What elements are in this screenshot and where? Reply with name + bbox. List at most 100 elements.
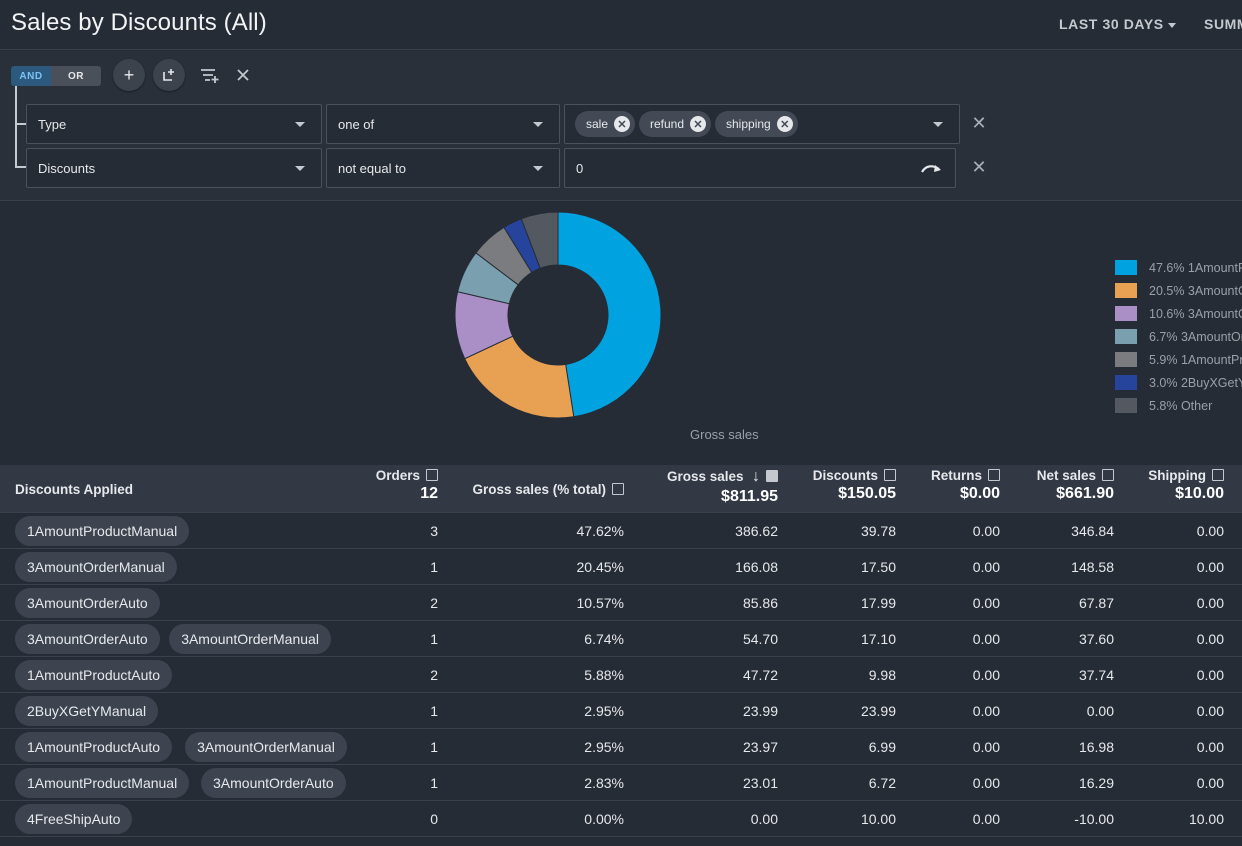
discount-pill[interactable]: 4FreeShipAuto: [15, 804, 133, 834]
table-row[interactable]: 3AmountOrderAuto 3AmountOrderManual 1 6.74%…: [0, 621, 1242, 657]
discount-pill[interactable]: 3AmountOrderAuto: [201, 768, 346, 798]
dropdown-arrow-icon: [533, 122, 543, 127]
clear-filters-button[interactable]: [232, 64, 254, 86]
table-row[interactable]: 1AmountProductAuto 3AmountOrderManual 1 2.9…: [0, 729, 1242, 765]
chip-shipping: shipping ✕: [715, 111, 798, 137]
filter-list-icon: [201, 69, 219, 83]
table-cell: 0.00: [972, 631, 1000, 647]
chip-refund: refund ✕: [639, 111, 712, 137]
table-row[interactable]: 2BuyXGetYManual 1 2.95% 23.99 23.99 0.00 0.00 0…: [0, 693, 1242, 729]
remove-filter-row-button[interactable]: ✕: [969, 113, 989, 133]
discount-pill[interactable]: 3AmountOrderManual: [15, 552, 177, 582]
filter-operator-select-discounts[interactable]: not equal to: [326, 148, 560, 188]
add-filter-button[interactable]: +: [113, 59, 145, 91]
column-header-returns[interactable]: Returns $0.00: [931, 468, 1000, 503]
discount-pill[interactable]: 3AmountOrderAuto: [15, 588, 160, 618]
remove-chip-icon[interactable]: ✕: [776, 116, 793, 132]
column-header-discounts-applied[interactable]: Discounts Applied: [15, 482, 134, 497]
table-row[interactable]: 1AmountProductAuto 2 5.88% 47.72 9.98 0.00 37.…: [0, 657, 1242, 693]
column-header-shipping[interactable]: Shipping $10.00: [1148, 468, 1224, 503]
legend-item[interactable]: 5.8% Other: [1115, 394, 1242, 417]
table-cell: 17.50: [860, 559, 896, 575]
table-row[interactable]: 4FreeShipAuto 0 0.00% 0.00 10.00 0.00 -10.00 10…: [0, 801, 1242, 837]
discount-pill[interactable]: 1AmountProductManual: [15, 516, 190, 546]
column-toggle-checkbox[interactable]: [612, 483, 624, 495]
filter-add-button[interactable]: [199, 64, 221, 86]
table-row[interactable]: 1AmountProductManual 3AmountOrderAuto 1 2.8…: [0, 765, 1242, 801]
summary-tab[interactable]: SUMM: [1204, 16, 1242, 32]
remove-filter-row-button[interactable]: ✕: [969, 157, 989, 177]
discount-pill[interactable]: 3AmountOrderManual: [185, 732, 347, 762]
column-label: Returns: [930, 468, 982, 483]
column-header-orders[interactable]: Orders 12: [376, 468, 438, 503]
table-row[interactable]: 1AmountProductManual 3 47.62% 386.62 39.78 0.…: [0, 513, 1242, 549]
discount-pill[interactable]: 3AmountOrderAuto: [15, 624, 160, 654]
dropdown-arrow-icon: [295, 166, 305, 171]
column-toggle-checkbox[interactable]: [1212, 469, 1224, 481]
discount-pill[interactable]: 1AmountProductAuto: [15, 660, 173, 690]
table-cell: 6.72: [868, 775, 896, 791]
legend-swatch: [1115, 352, 1137, 367]
table-cell: 5.88%: [584, 667, 624, 683]
discount-pill[interactable]: 2BuyXGetYManual: [15, 696, 159, 726]
table-row[interactable]: 3AmountOrderAuto 2 10.57% 85.86 17.99 0.00 67.…: [0, 585, 1242, 621]
chart-area: Gross sales 47.6% 1AmountProductManual 20…: [0, 202, 1242, 464]
column-toggle-checkbox[interactable]: [766, 470, 778, 482]
column-header-discounts[interactable]: Discounts $150.05: [813, 468, 896, 503]
filter-values-multiselect[interactable]: sale ✕ refund ✕ shipping ✕: [564, 104, 960, 144]
table-row[interactable]: 3AmountOrderManual 1 20.45% 166.08 17.50 0.00…: [0, 549, 1242, 585]
caret-down-icon: [1167, 22, 1176, 28]
legend-item[interactable]: 20.5% 3AmountOrderManual: [1115, 279, 1242, 302]
page-title: Sales by Discounts (All): [11, 9, 267, 36]
pie-slice[interactable]: [557, 211, 662, 418]
table-cell: 37.60: [1078, 631, 1114, 647]
column-label: Net sales: [1036, 468, 1096, 483]
discount-pill[interactable]: 3AmountOrderManual: [169, 624, 331, 654]
table-cell: 2: [430, 595, 438, 611]
redo-icon[interactable]: [921, 162, 943, 174]
column-header-net-sales[interactable]: Net sales $661.90: [1037, 468, 1114, 503]
remove-chip-icon[interactable]: ✕: [614, 116, 631, 132]
filter-value-input[interactable]: 0: [564, 148, 956, 188]
table-cell: 0.00: [1196, 595, 1224, 611]
legend-item[interactable]: 5.9% 1AmountProductAuto: [1115, 348, 1242, 371]
discount-pill[interactable]: 1AmountProductAuto: [15, 732, 173, 762]
plus-icon: +: [123, 64, 135, 85]
table-cell: 1: [430, 739, 438, 755]
legend-item[interactable]: 6.7% 3AmountOrderAuto 3AmountOrderManual: [1115, 325, 1242, 348]
table-cell: 0.00: [972, 811, 1000, 827]
legend-item[interactable]: 3.0% 2BuyXGetYManual: [1115, 371, 1242, 394]
table-cell: 10.00: [1188, 811, 1224, 827]
remove-chip-icon[interactable]: ✕: [690, 116, 707, 132]
date-range-dropdown[interactable]: LAST 30 DAYS: [1059, 16, 1176, 32]
and-option[interactable]: AND: [11, 66, 51, 86]
table-cell: 17.10: [860, 631, 896, 647]
column-toggle-checkbox[interactable]: [988, 469, 1000, 481]
discount-pill[interactable]: 1AmountProductManual: [15, 768, 190, 798]
legend-item[interactable]: 10.6% 3AmountOrderAuto: [1115, 302, 1242, 325]
pie-slice[interactable]: [464, 335, 575, 419]
table-cell: 0.00: [1196, 775, 1224, 791]
column-header-gross-sales-total[interactable]: Gross sales (% total): [472, 482, 624, 497]
table-cell: 23.99: [860, 703, 896, 719]
table-cell: 0.00: [972, 667, 1000, 683]
legend-label: 47.6% 1AmountProductManual: [1149, 260, 1242, 275]
and-or-toggle[interactable]: AND OR: [11, 66, 101, 86]
table-cell: 2.83%: [584, 775, 624, 791]
column-toggle-checkbox[interactable]: [884, 469, 896, 481]
table-cell: 85.86: [742, 595, 778, 611]
filter-field-value: Discounts: [38, 161, 96, 176]
column-toggle-checkbox[interactable]: [1102, 469, 1114, 481]
pie-slice[interactable]: [520, 211, 559, 269]
sort-desc-icon[interactable]: ↓: [747, 468, 760, 485]
filter-operator-select-type[interactable]: one of: [326, 104, 560, 144]
column-toggle-checkbox[interactable]: [426, 469, 438, 481]
column-header-gross-sales[interactable]: Gross sales ↓ $811.95: [667, 468, 778, 506]
filter-field-select-type[interactable]: Type: [26, 104, 322, 144]
legend-item[interactable]: 47.6% 1AmountProductManual: [1115, 256, 1242, 279]
report-table: Discounts Applied Orders 12 Gross sales (%…: [0, 465, 1242, 837]
filter-field-select-discounts[interactable]: Discounts: [26, 148, 322, 188]
add-group-button[interactable]: [153, 59, 185, 91]
or-option[interactable]: OR: [51, 66, 101, 86]
add-group-icon: [163, 69, 174, 81]
